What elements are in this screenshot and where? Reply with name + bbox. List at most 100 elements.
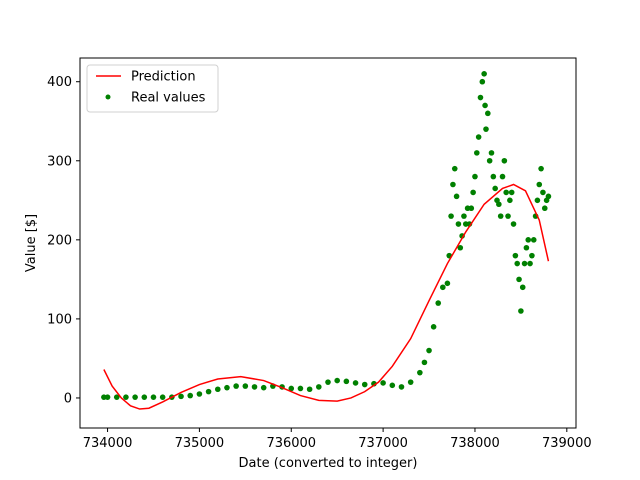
y-axis-label: Value [$]	[24, 214, 39, 272]
x-tick-label: 735000	[175, 436, 225, 451]
real-value-point	[482, 102, 488, 109]
real-value-point	[448, 213, 454, 219]
plot-area	[79, 57, 577, 429]
x-tick-label: 737000	[358, 436, 408, 451]
x-tick-label: 736000	[266, 436, 316, 451]
real-value-point	[453, 193, 460, 200]
legend-prediction-label: Prediction	[131, 70, 196, 85]
real-value-point	[352, 380, 359, 386]
real-value-point	[451, 165, 458, 172]
real-value-point	[527, 260, 533, 267]
real-value-point	[389, 382, 396, 389]
y-tick-label: 400	[47, 75, 72, 90]
real-value-point	[421, 359, 428, 366]
real-value-point	[490, 173, 497, 180]
real-value-point	[523, 244, 530, 251]
real-value-point	[470, 189, 476, 196]
real-value-point	[474, 150, 480, 156]
real-value-point	[251, 384, 258, 390]
real-value-point	[316, 384, 322, 390]
real-value-point	[499, 173, 506, 180]
real-value-point	[444, 280, 451, 287]
real-value-point	[468, 205, 475, 212]
real-value-point	[507, 197, 513, 204]
real-value-point	[501, 157, 508, 164]
x-axis-ticks: 734000 735000 736000 737000 738000 739000	[83, 428, 592, 451]
prediction-series-line	[103, 183, 550, 410]
real-value-point	[141, 394, 148, 400]
real-value-point	[297, 385, 304, 392]
real-value-point	[233, 383, 239, 389]
real-value-point	[512, 252, 519, 259]
real-value-point	[534, 197, 541, 204]
x-tick-label: 738000	[450, 436, 500, 451]
real-value-point	[514, 260, 521, 267]
real-value-point	[178, 393, 184, 400]
real-value-point	[325, 379, 331, 385]
real-value-point	[242, 383, 249, 389]
real-value-point	[123, 394, 129, 400]
real-value-point	[457, 244, 464, 251]
x-axis-label: Date (converted to integer)	[239, 456, 418, 471]
real-value-point	[503, 189, 509, 196]
legend: Prediction Real values	[86, 64, 219, 113]
real-value-point	[132, 394, 138, 400]
real-value-point	[541, 205, 548, 212]
legend-real-values-swatch	[105, 94, 111, 100]
real-values-series	[101, 71, 552, 400]
real-value-point	[417, 369, 423, 376]
real-value-point	[545, 193, 552, 200]
real-value-point	[497, 213, 504, 219]
real-value-point	[479, 78, 486, 85]
real-value-point	[529, 252, 535, 259]
real-value-point	[508, 189, 515, 196]
real-value-point	[472, 173, 478, 180]
real-value-point	[306, 386, 313, 393]
real-value-point	[398, 384, 405, 390]
real-value-point	[361, 381, 368, 388]
real-value-point	[450, 181, 456, 188]
real-value-point	[159, 394, 166, 400]
real-value-point	[224, 384, 230, 391]
real-value-point	[477, 94, 484, 101]
real-value-point	[536, 181, 543, 188]
real-value-point	[461, 213, 467, 219]
real-value-point	[518, 308, 524, 314]
real-value-point	[407, 379, 414, 385]
legend-real-values-label: Real values	[131, 91, 206, 106]
real-value-point	[187, 392, 194, 399]
real-value-point	[481, 71, 487, 77]
real-value-point	[475, 134, 482, 140]
real-value-point	[485, 110, 491, 117]
real-value-point	[426, 347, 432, 354]
real-value-point	[435, 300, 442, 306]
real-value-point	[521, 260, 528, 267]
y-tick-label: 200	[47, 233, 72, 248]
real-value-point	[343, 378, 350, 385]
real-value-point	[380, 380, 386, 386]
real-value-point	[496, 201, 502, 208]
real-value-point	[430, 324, 437, 330]
real-value-point	[486, 157, 493, 164]
real-value-point	[538, 165, 544, 172]
y-tick-label: 300	[47, 154, 72, 169]
real-value-point	[334, 377, 340, 384]
real-value-point	[505, 213, 511, 219]
y-tick-label: 100	[47, 312, 72, 327]
real-value-point	[196, 391, 203, 397]
x-tick-label: 739000	[542, 436, 592, 451]
x-tick-label: 734000	[83, 436, 133, 451]
real-value-point	[540, 189, 546, 196]
real-value-point	[530, 237, 537, 243]
real-value-point	[510, 221, 517, 227]
real-value-point	[440, 284, 446, 291]
y-axis-ticks: 0 100 200 300 400	[47, 75, 80, 406]
real-value-point	[214, 386, 221, 393]
real-value-point	[113, 394, 120, 400]
real-value-point	[104, 394, 111, 400]
real-value-point	[516, 276, 522, 283]
real-value-point	[525, 237, 532, 243]
real-value-point	[455, 221, 462, 227]
